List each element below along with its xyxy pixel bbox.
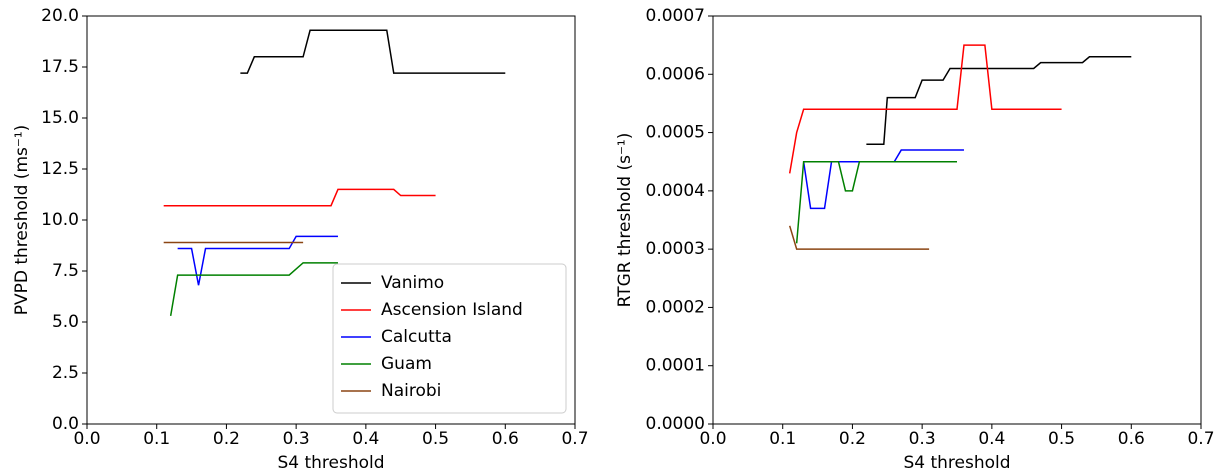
x-axis-label: S4 threshold	[903, 453, 1010, 473]
y-tick-label: 10.0	[41, 210, 79, 230]
y-tick-label: 15.0	[41, 108, 79, 128]
legend-label: Guam	[381, 354, 432, 374]
legend-box	[332, 263, 567, 414]
y-tick-label: 0.0006	[646, 64, 705, 84]
legend-label: Vanimo	[381, 273, 444, 293]
legend-label: Nairobi	[381, 381, 441, 401]
y-tick-label: 0.0	[52, 414, 79, 434]
series-line	[163, 188, 436, 207]
series-line	[788, 44, 1062, 174]
plot-frame	[712, 15, 1202, 425]
y-axis-label: PVPD threshold (ms⁻¹)	[12, 125, 32, 316]
series-line	[788, 225, 930, 250]
plot-frame	[86, 15, 576, 425]
y-axis-label: RTGR threshold (s⁻¹)	[615, 133, 635, 308]
y-tick-label: 0.0002	[646, 297, 705, 317]
x-tick-label: 0.6	[492, 429, 519, 449]
x-tick-label: 0.5	[422, 429, 449, 449]
x-tick-label: 0.3	[909, 429, 936, 449]
y-tick-label: 20.0	[41, 6, 79, 26]
x-tick-label: 0.0	[699, 429, 726, 449]
x-tick-label: 0.0	[73, 429, 100, 449]
series-line	[240, 29, 506, 74]
series-line	[169, 262, 338, 317]
x-tick-label: 0.3	[283, 429, 310, 449]
legend: Vanimo Ascension Island Calcutta Guam Nairob…	[332, 263, 567, 414]
x-tick-label: 0.6	[1118, 429, 1145, 449]
series-line	[177, 235, 338, 286]
series-line	[866, 56, 1132, 145]
x-tick-label: 0.5	[1048, 429, 1075, 449]
x-tick-label: 0.1	[769, 429, 796, 449]
legend-label: Ascension Island	[381, 300, 523, 320]
y-tick-label: 7.5	[52, 261, 79, 281]
x-axis-label: S4 threshold	[277, 453, 384, 473]
legend-label: Calcutta	[381, 327, 452, 347]
x-tick-label: 0.7	[561, 429, 588, 449]
y-tick-label: 0.0005	[646, 123, 705, 143]
x-tick-label: 0.2	[213, 429, 240, 449]
x-tick-label: 0.7	[1187, 429, 1214, 449]
y-tick-label: 2.5	[52, 363, 79, 383]
series-line	[802, 149, 964, 210]
y-tick-label: 0.0000	[646, 414, 705, 434]
y-tick-label: 12.5	[41, 159, 79, 179]
x-tick-label: 0.2	[839, 429, 866, 449]
y-tick-label: 17.5	[41, 57, 79, 77]
y-tick-label: 5.0	[52, 312, 79, 332]
y-tick-label: 0.0003	[646, 239, 705, 259]
y-tick-label: 0.0007	[646, 6, 705, 26]
series-line	[795, 160, 957, 244]
x-tick-label: 0.4	[978, 429, 1005, 449]
x-tick-label: 0.1	[143, 429, 170, 449]
y-tick-label: 0.0004	[646, 181, 705, 201]
x-tick-label: 0.4	[352, 429, 379, 449]
y-tick-label: 0.0001	[646, 356, 705, 376]
